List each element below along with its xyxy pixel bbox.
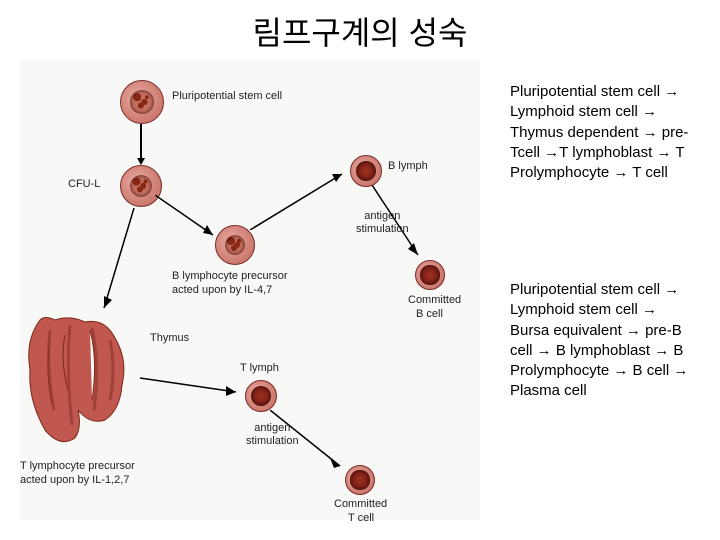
arrow-cful-bprec [155,195,225,245]
arrow-cful-thymus [98,208,138,318]
label-committed-t-1: Committed [334,498,387,511]
diagram: Pluripotential stem cell CFU-L B lymphoc… [20,60,480,520]
arrow-pluri-cful [140,124,142,160]
label-antigen-t: antigen stimulation [246,422,299,448]
label-antigen-b: antigen stimulation [356,210,409,236]
label-t-lymph: T lymph [240,362,279,375]
label-b-precursor-1: B lymphocyte precursor [172,270,288,283]
cell-b-lymph [350,155,382,187]
cell-committed-b [415,260,445,290]
label-committed-b-1: Committed [408,294,461,307]
arrow-bprec-blymph [250,168,350,230]
label-committed-t-2: T cell [348,512,374,525]
label-thymus: Thymus [150,332,189,345]
label-committed-b-2: B cell [416,308,443,321]
cell-pluripotent [120,80,164,124]
label-pluripotent: Pluripotential stem cell [172,90,282,103]
page-title: 림프구계의 성숙 [0,8,720,54]
label-b-lymph: B lymph [388,160,428,173]
label-cfu-l: CFU-L [68,178,100,191]
arrow-thymus-tlymph [140,370,245,400]
cell-t-lymph [245,380,277,412]
pathway-text-t: Pluripotential stem cell → Lymphoid stem… [510,82,700,183]
pathway-text-b: Pluripotential stem cell → Lymphoid stem… [510,280,700,402]
label-t-precursor-2: acted upon by IL-1,2,7 [20,474,129,487]
organ-thymus [20,310,150,450]
arrowhead-pluri-cful [137,158,145,165]
cell-b-precursor [215,225,255,265]
label-b-precursor-2: acted upon by IL-4,7 [172,284,272,297]
cell-committed-t [345,465,375,495]
label-t-precursor-1: T lymphocyte precursor [20,460,135,473]
